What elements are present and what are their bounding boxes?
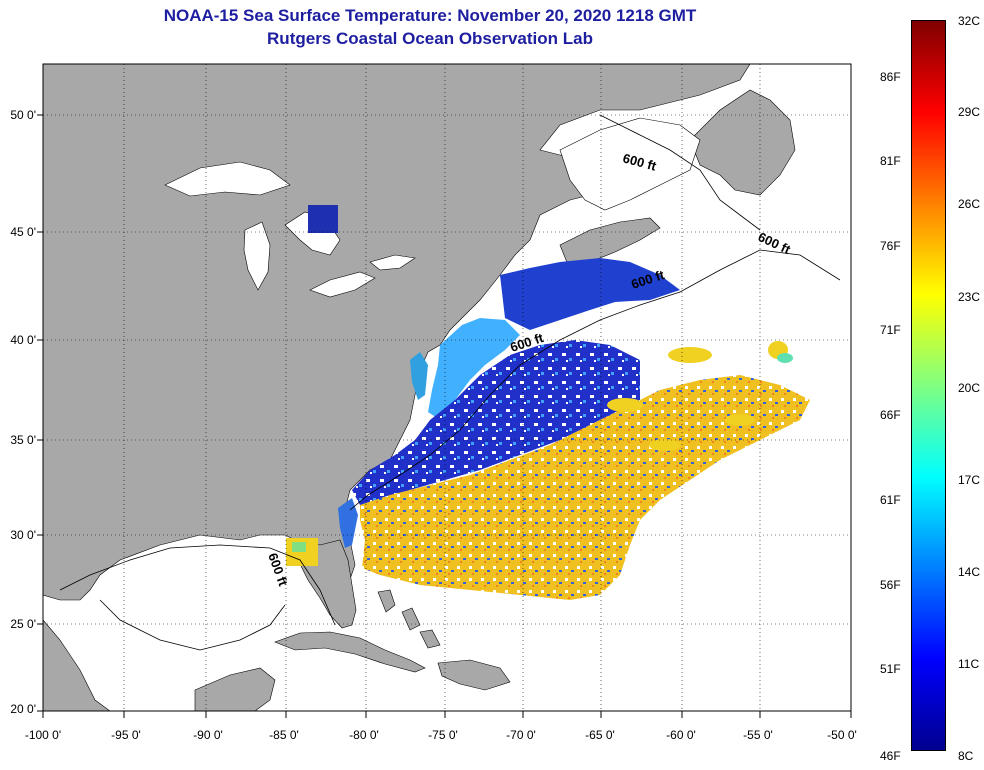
lake-huron-sst — [308, 205, 338, 233]
land-cuba — [274, 631, 426, 673]
colorbar-c-label: 14C — [958, 565, 981, 579]
sst-mid-atlantic-shelf — [428, 318, 520, 420]
colorbar-c-label: 20C — [958, 381, 981, 395]
colorbar-f-label: 66F — [880, 408, 901, 422]
sst-slope-sea — [352, 340, 640, 505]
colorbar-c-label: 8C — [958, 749, 974, 763]
sst-warm-patches — [607, 341, 788, 451]
lon-label: -90 0' — [193, 728, 223, 742]
lon-label: -75 0' — [428, 728, 458, 742]
colorbar-c-label: 23C — [958, 290, 981, 304]
colorbar-f-label: 56F — [880, 578, 901, 592]
lon-label: -80 0' — [349, 728, 379, 742]
colorbar-f-label: 51F — [880, 662, 901, 676]
sst-gulf-coast-cool — [292, 542, 306, 552]
lon-label: -55 0' — [743, 728, 773, 742]
lat-label: 35 0' — [10, 433, 36, 447]
land-newfoundland — [689, 89, 796, 196]
land-yucatan — [194, 667, 276, 711]
lat-label: 40 0' — [10, 333, 36, 347]
colorbar-c-label: 17C — [958, 473, 981, 487]
sst-cool-eddy — [777, 353, 793, 363]
colorbar-c-label: 26C — [958, 197, 981, 211]
great-lakes — [164, 161, 416, 298]
colorbar-c-label: 29C — [958, 105, 981, 119]
map-subtitle: Rutgers Coastal Ocean Observation Lab — [267, 29, 593, 48]
sst-gulf-stream — [360, 375, 810, 600]
land-hispaniola — [437, 659, 511, 691]
lon-label: -95 0' — [111, 728, 141, 742]
water-gulf-st-lawrence — [559, 117, 701, 211]
axis-ticks — [37, 114, 852, 718]
map-title: NOAA-15 Sea Surface Temperature: Novembe… — [163, 6, 697, 25]
colorbar-c-label: 32C — [958, 14, 981, 28]
colorbar-f-label: 76F — [880, 239, 901, 253]
land-mexico — [43, 619, 111, 711]
lat-label: 30 0' — [10, 528, 36, 542]
lon-label: -85 0' — [269, 728, 299, 742]
colorbar-f-label: 81F — [880, 154, 901, 168]
lat-label: 50 0' — [10, 108, 36, 122]
colorbar-c-label: 11C — [958, 657, 980, 671]
sst-chesapeake — [410, 352, 428, 400]
temperature-colorbar — [911, 20, 946, 751]
sst-florida-east — [338, 498, 358, 548]
lon-label: -100 0' — [24, 728, 62, 742]
lon-label: -65 0' — [585, 728, 615, 742]
colorbar-f-label: 61F — [880, 493, 901, 507]
lon-label: -50 0' — [827, 728, 857, 742]
colorbar-f-label: 71F — [880, 323, 901, 337]
lon-label: -70 0' — [506, 728, 536, 742]
lat-label: 20 0' — [10, 702, 36, 716]
lon-label: -60 0' — [666, 728, 696, 742]
sst-gulf-of-maine — [500, 258, 680, 330]
colorbar-f-label: 86F — [880, 70, 901, 84]
colorbar-f-label: 46F — [880, 749, 901, 763]
lat-label: 45 0' — [10, 225, 36, 239]
map-frame — [42, 63, 852, 712]
lat-label: 25 0' — [10, 617, 36, 631]
